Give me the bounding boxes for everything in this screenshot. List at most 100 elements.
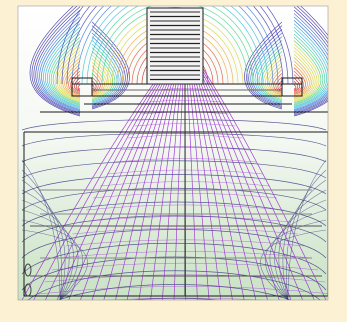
equipotential-line: [293, 6, 328, 116]
equipotential-line: [77, 84, 81, 90]
equipotential-line: [61, 6, 289, 85]
equipotential-line: [66, 64, 81, 96]
equipotential-line: [21, 215, 327, 243]
equipotential-line: [91, 51, 114, 101]
equipotential-line: [27, 270, 321, 300]
equipotential-line: [81, 6, 269, 85]
electrode-gun-icon: [146, 7, 204, 85]
equipotential-line: [51, 36, 81, 105]
equipotential-line: [45, 26, 81, 108]
equipotential-line: [260, 51, 283, 101]
equipotential-line: [96, 6, 254, 85]
equipotential-line: [71, 6, 279, 85]
equipotential-line: [293, 30, 328, 107]
equipotential-line: [35, 9, 81, 114]
equipotential-line: [293, 6, 328, 115]
equipotential-line: [293, 9, 328, 114]
equipotential-line: [293, 64, 308, 96]
equipotential-line: [21, 229, 327, 259]
equipotential-line: [21, 187, 327, 211]
plot-border: [17, 5, 329, 301]
equipotential-line: [52, 40, 81, 104]
equipotential-line: [279, 84, 283, 90]
equipotential-line: [248, 29, 283, 108]
equipotential-line: [293, 13, 328, 113]
equipotential-line: [91, 73, 101, 94]
equipotential-line: [101, 7, 249, 85]
equipotential-line: [91, 58, 109, 98]
equipotential-line: [250, 32, 283, 106]
equipotential-line: [273, 73, 283, 94]
equipotential-line: [91, 21, 130, 110]
equipotential-line: [293, 47, 318, 102]
equipotential-line: [58, 50, 81, 101]
equipotential-line: [91, 84, 95, 90]
equipotential-line: [73, 77, 81, 92]
equipotential-line: [91, 6, 259, 85]
equipotential-line: [293, 33, 326, 106]
apparatus-geometry: [23, 7, 328, 297]
equipotential-line: [130, 298, 219, 300]
equipotential-line: [21, 199, 74, 300]
equipotential-line: [293, 6, 328, 117]
equipotential-line: [21, 169, 63, 300]
equipotential-line: [293, 20, 328, 110]
equipotential-line: [264, 219, 327, 300]
equipotential-line: [21, 219, 84, 300]
equipotential-line: [293, 40, 322, 104]
equipotential-line: [21, 159, 61, 300]
equipotential-line: [293, 16, 328, 111]
equipotential-line: [91, 36, 122, 105]
equipotential-line: [293, 80, 299, 91]
equipotential-line: [293, 53, 314, 100]
equipotential-line: [293, 60, 310, 97]
equipotential-line: [274, 199, 327, 300]
equipotential-line: [275, 76, 283, 92]
equipotential-line: [21, 242, 327, 275]
equipotential-line: [21, 201, 327, 227]
equipotential-line: [66, 6, 284, 85]
equipotential-line: [293, 67, 306, 95]
equipotential-line: [293, 26, 328, 108]
equipotential-line: [260, 229, 327, 300]
equipotential-line: [21, 179, 66, 300]
equipotential-line: [21, 132, 327, 147]
equipotential-line: [271, 69, 283, 95]
equipotential-line: [293, 77, 301, 92]
equipotential-line: [41, 20, 81, 110]
screen-plane-icon: [23, 84, 328, 297]
equipotential-line: [37, 13, 81, 113]
equipotential-line: [244, 21, 283, 110]
equipotential-lines: [21, 6, 328, 300]
equipotential-line: [56, 6, 294, 85]
equipotential-line: [64, 60, 81, 97]
equipotential-line: [39, 16, 81, 111]
equipotential-line: [91, 29, 126, 108]
equipotential-line: [293, 84, 297, 90]
trajectory-crossline: [103, 297, 267, 300]
equipotential-line: [46, 30, 81, 107]
equipotential-line: [33, 6, 81, 115]
equipotential-line: [86, 6, 264, 85]
equipotential-line: [91, 47, 116, 102]
equipotential-line: [75, 80, 81, 91]
equipotential-line: [256, 43, 283, 103]
equipotential-line: [285, 169, 327, 300]
equipotential-line: [287, 159, 327, 300]
equipotential-line: [91, 76, 99, 92]
equipotential-line: [60, 53, 81, 100]
equipotential-line: [31, 6, 81, 116]
equipotential-line: [293, 70, 304, 94]
equipotential-line: [21, 174, 327, 195]
equipotential-line: [293, 43, 320, 103]
equipotential-line: [91, 32, 124, 106]
equipotential-line: [293, 23, 328, 109]
equipotential-line: [254, 40, 283, 104]
equipotential-line: [76, 6, 274, 85]
equipotential-line: [91, 40, 120, 104]
equipotential-line: [293, 36, 323, 105]
equipotential-line: [246, 25, 283, 109]
equipotential-line: [258, 47, 283, 102]
